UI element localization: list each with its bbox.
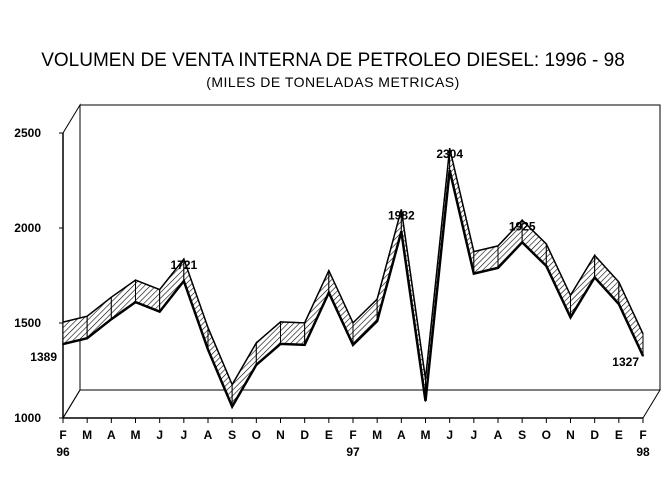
y-tick-label: 2000 [14,221,41,235]
data-point [400,230,403,233]
data-point [593,276,596,279]
data-point [86,337,88,340]
ribbon-segment [570,253,596,320]
data-label: 1925 [509,219,536,233]
ribbon-segment [545,243,571,318]
x-tick-label: F [59,428,66,442]
x-tick-label: M [82,428,92,442]
x-tick-label: J [180,428,187,442]
x-tick-label: E [325,428,333,442]
data-point [158,310,161,313]
x-tick-label: M [372,428,382,442]
y-tick-label: 2500 [14,126,41,140]
x-tick-label: S [228,428,236,442]
ribbon-segment [231,340,257,409]
ribbon-segment [255,320,281,366]
x-tick-label: S [518,428,526,442]
data-point [497,267,499,269]
data-point [207,348,209,351]
data-point [521,241,523,244]
data-point [473,272,475,275]
x-tick-label: A [204,428,213,442]
x-tick-label: A [107,428,116,442]
x-tick-label: M [131,428,141,442]
data-label: 1389 [30,350,57,364]
data-point [134,301,137,303]
data-point [110,318,113,321]
chart-frame [62,103,661,420]
x-tick-label: N [276,428,285,442]
data-label: 2304 [436,147,463,161]
ribbon-series [62,148,645,410]
x-axis-ticks: F M A M J J A S O N D E F M A M J J A S O N D E F 96 97 98 [56,418,650,459]
x-tick-label: F [639,428,646,442]
y-tick-label: 1500 [14,316,41,330]
ribbon-segment [328,270,354,346]
ribbon-segment [86,296,112,340]
data-point [303,344,306,346]
data-point [62,343,64,345]
x-tick-label: J [156,428,163,442]
x-tick-label: J [446,428,453,442]
x-tick-label: J [470,428,477,442]
y-tick-label: 1000 [14,411,41,425]
year-label: 96 [56,445,70,459]
data-label: 1721 [170,258,197,272]
ribbon-back-edge [62,148,644,387]
x-tick-label: A [494,428,503,442]
chart-title: VOLUMEN DE VENTA INTERNA DE PETROLEO DIE… [41,50,625,71]
x-tick-label: D [590,428,599,442]
x-tick-label: M [421,428,431,442]
data-point [183,280,185,282]
x-tick-label: D [300,428,309,442]
x-tick-label: F [349,428,356,442]
data-labels: 1389 1721 1982 2304 1925 1327 [30,147,639,369]
ribbon-segment [207,327,233,407]
data-point [569,316,572,319]
floor [62,389,661,419]
data-point [618,303,620,305]
ribbon-segment [110,279,136,321]
chart-subtitle: (MILES DE TONELADAS METRICAS) [206,74,460,90]
data-point [642,355,644,357]
ribbon-segment [618,281,644,357]
year-label: 97 [346,445,360,459]
ribbon-segment [280,321,306,346]
data-label: 1982 [388,208,415,222]
x-tick-label: O [252,428,261,442]
data-point [376,320,378,322]
data-point [255,364,258,366]
x-tick-label: O [542,428,551,442]
back-wall [79,104,661,391]
data-point [352,344,354,346]
data-point [424,400,427,402]
year-label: 98 [636,445,650,459]
data-point [279,343,282,345]
x-tick-label: N [566,428,575,442]
data-point [328,291,330,294]
x-tick-label: E [615,428,623,442]
ribbon-segment [304,270,330,346]
data-point [448,169,451,172]
data-point [231,405,233,408]
ribbon-segment [352,297,378,347]
data-point [545,265,548,267]
y-axis-ticks: 1000 1500 2000 2500 [14,126,63,425]
left-wall [62,103,81,420]
data-label: 1327 [612,355,639,369]
x-tick-label: A [397,428,406,442]
